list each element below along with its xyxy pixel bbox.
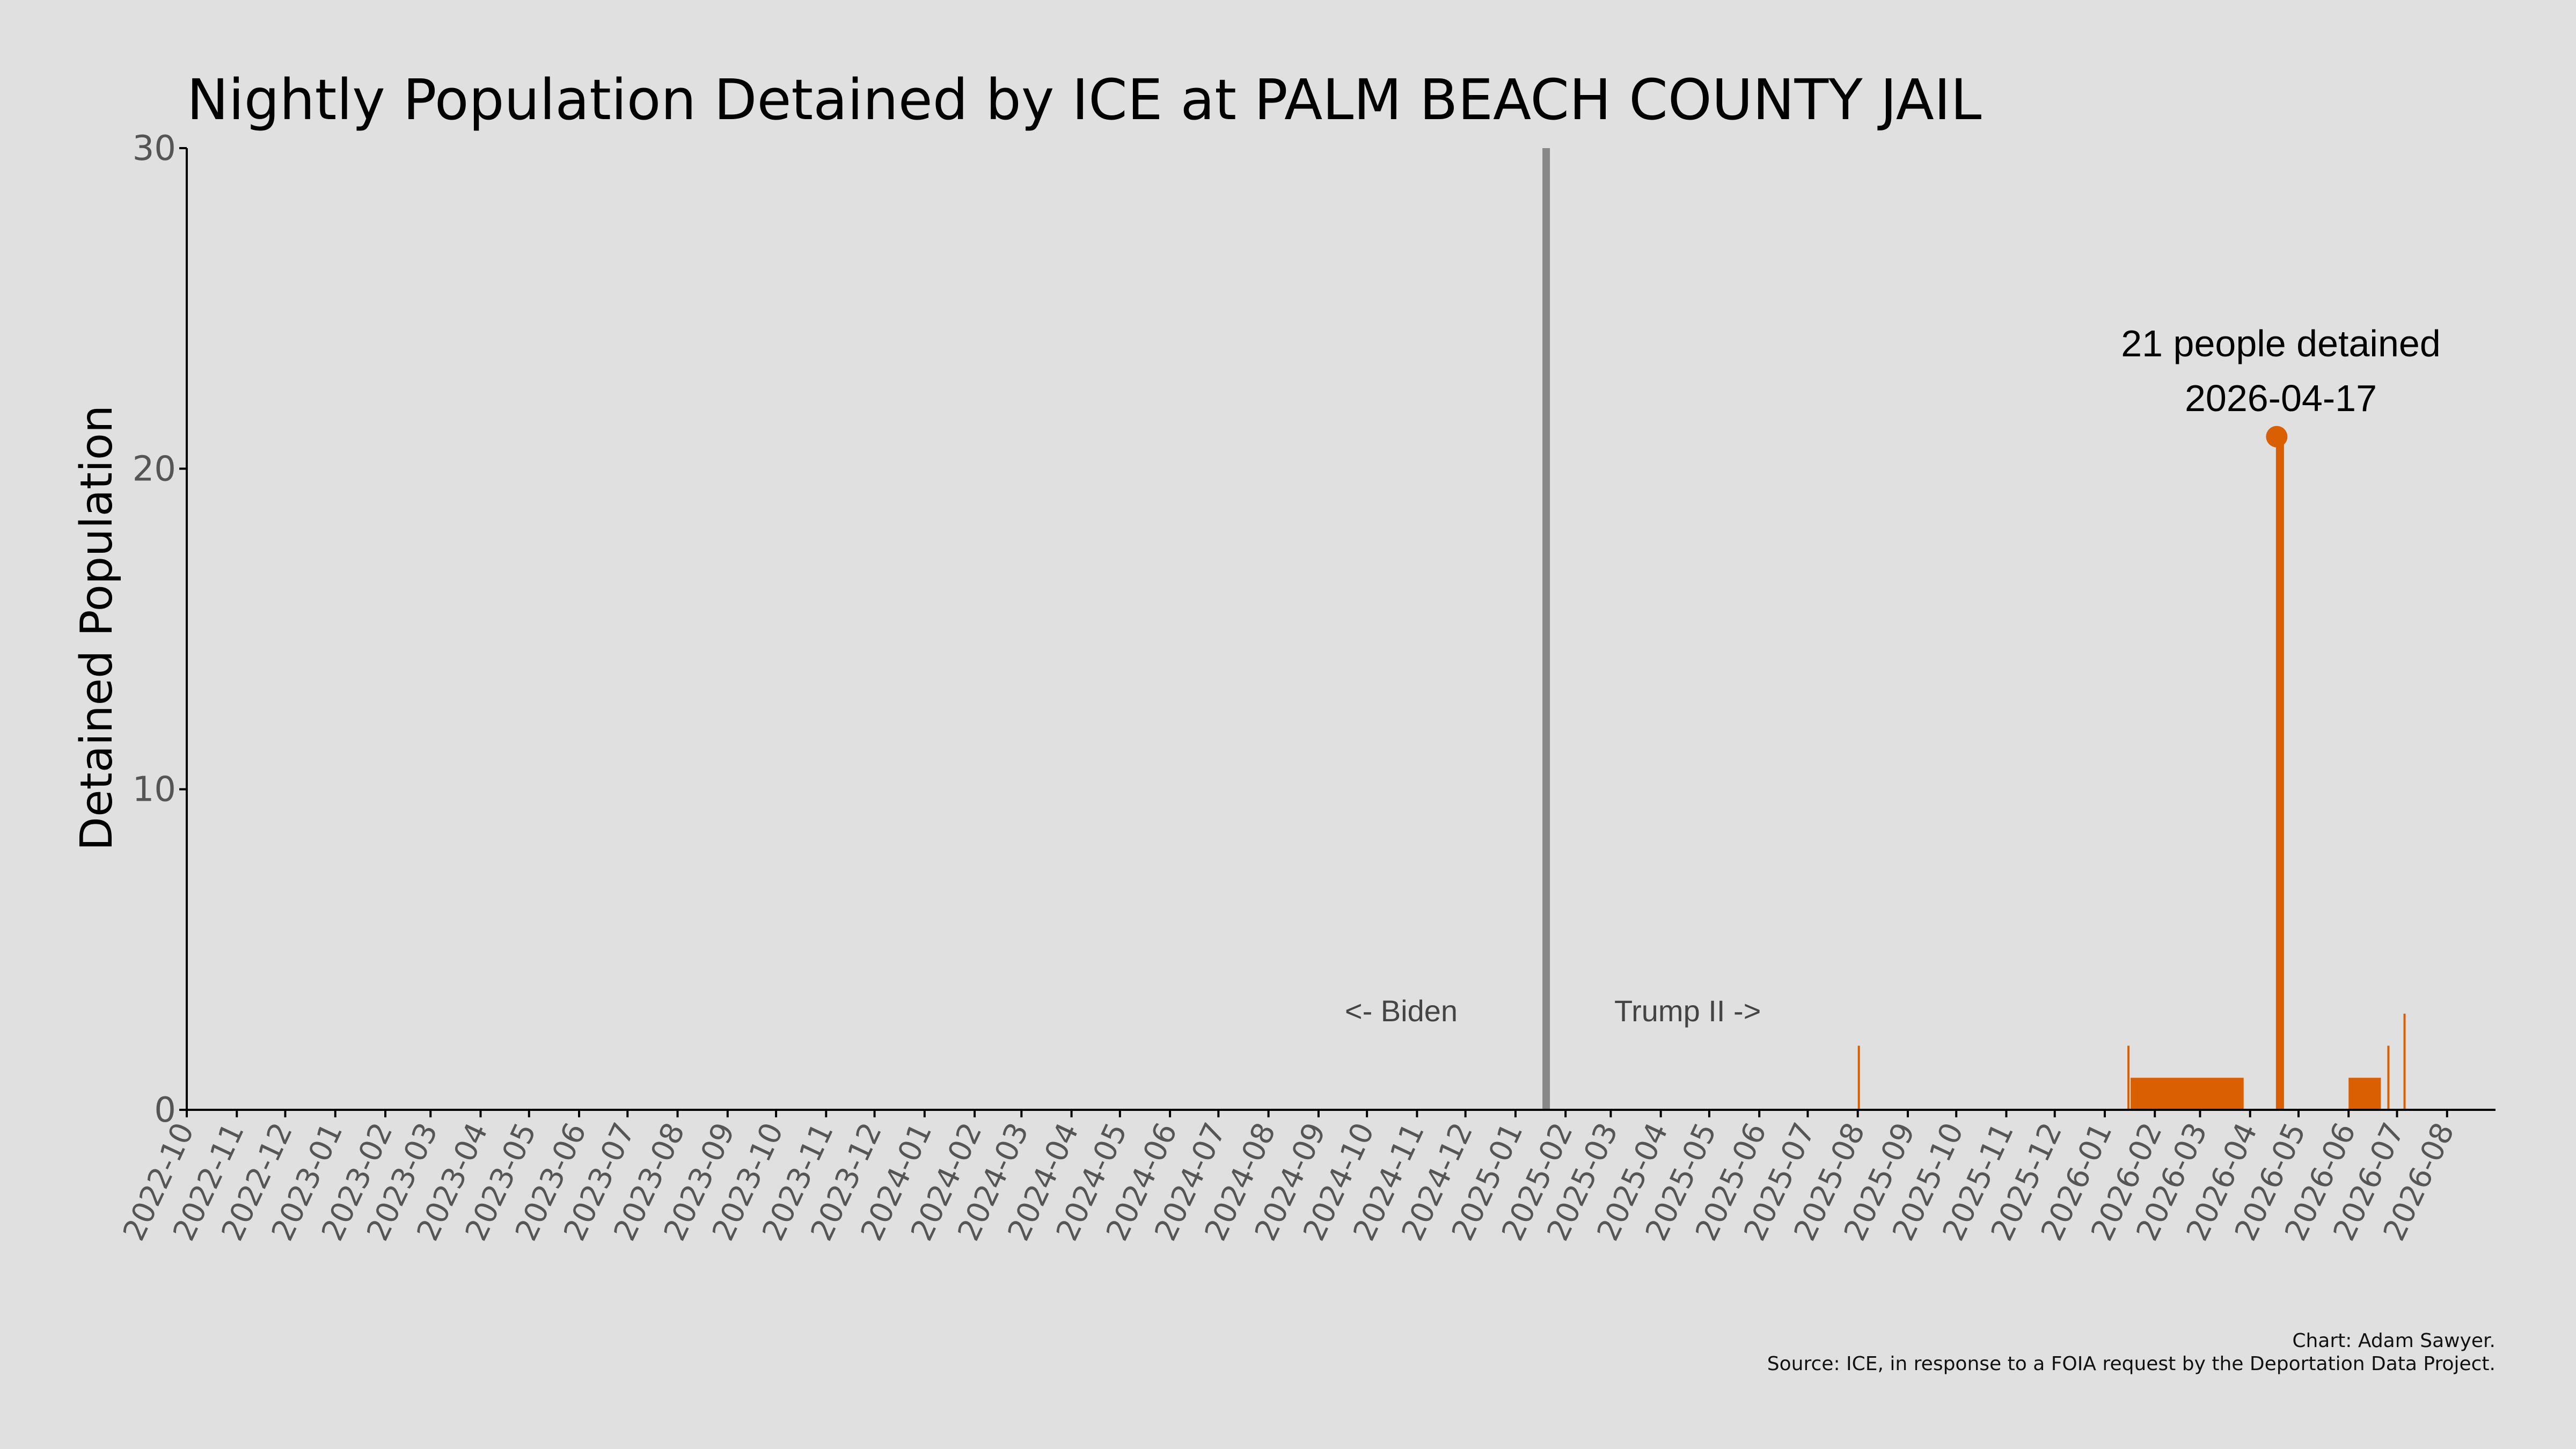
y-tick-label: 30	[133, 129, 176, 169]
peak-annotation-layer	[2266, 426, 2288, 448]
chart-credit: Chart: Adam Sawyer.	[2292, 1330, 2496, 1352]
bar	[2348, 1078, 2381, 1110]
y-tick-label: 20	[133, 449, 176, 489]
y-ticks: 0 10 20 30	[133, 129, 187, 1130]
y-tick-label: 0	[154, 1091, 176, 1130]
bar	[1857, 1045, 1860, 1110]
y-axis-label: Detained Population	[71, 405, 122, 851]
bar	[2387, 1045, 2390, 1110]
bar	[2403, 1013, 2406, 1110]
chart-title: Nightly Population Detained by ICE at PA…	[187, 67, 1981, 133]
chart-source: Source: ICE, in response to a FOIA reque…	[1767, 1353, 2496, 1375]
biden-era-label: <- Biden	[1345, 994, 1458, 1028]
peak-annotation-label: 21 people detained	[2121, 323, 2441, 364]
peak-marker	[2266, 426, 2288, 448]
trump-era-label: Trump II ->	[1614, 994, 1761, 1028]
bars-layer	[1857, 436, 2406, 1110]
peak-annotation-date: 2026-04-17	[2185, 377, 2377, 419]
bar	[2275, 436, 2284, 1110]
y-tick-label: 10	[133, 770, 176, 810]
bar	[2131, 1078, 2244, 1110]
bar	[2127, 1045, 2130, 1110]
axes-layer	[186, 148, 2496, 1111]
